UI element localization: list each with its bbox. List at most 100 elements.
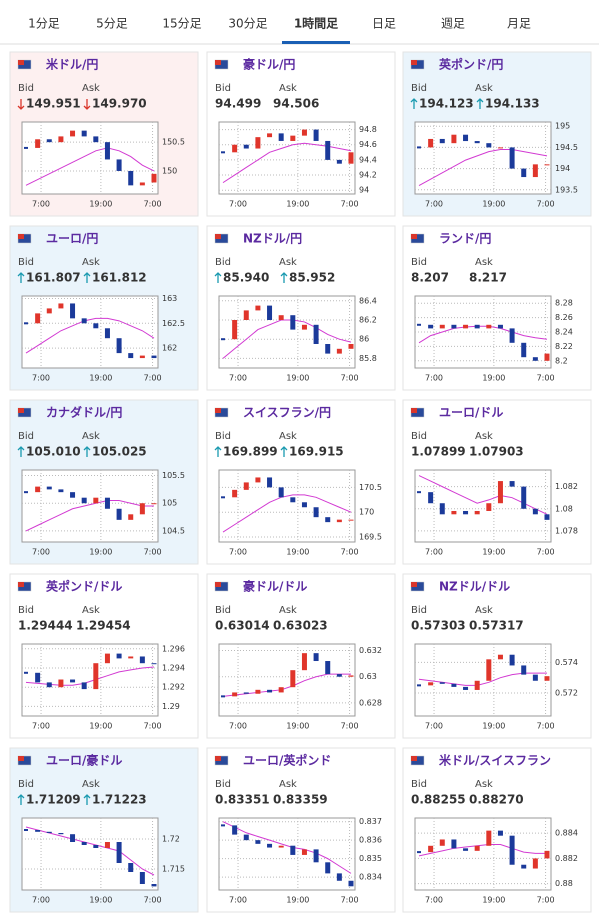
flag-detail bbox=[215, 60, 221, 65]
moving-average bbox=[222, 821, 352, 874]
y-tick-label: 162 bbox=[162, 344, 177, 353]
trend-arrow bbox=[280, 272, 288, 283]
candle bbox=[301, 849, 307, 855]
trend-arrow bbox=[17, 99, 25, 110]
bid-label: Bid bbox=[411, 83, 427, 94]
tab[interactable]: 日足 bbox=[372, 17, 396, 31]
candle bbox=[474, 510, 480, 515]
candle bbox=[544, 164, 550, 166]
bid-label: Bid bbox=[411, 257, 427, 268]
y-tick-label: 170 bbox=[359, 508, 374, 517]
moving-average bbox=[418, 844, 547, 857]
candle bbox=[255, 137, 261, 149]
tab[interactable]: 5分足 bbox=[96, 17, 128, 31]
candle bbox=[232, 144, 238, 153]
ask-value: 169.915 bbox=[289, 445, 344, 459]
bid-label: Bid bbox=[18, 605, 34, 616]
x-tick-label: 19:00 bbox=[89, 722, 112, 731]
tab[interactable]: 月足 bbox=[507, 17, 531, 31]
candle bbox=[439, 682, 445, 684]
chart-frame bbox=[414, 295, 552, 369]
trend-arrow bbox=[83, 794, 91, 805]
candle bbox=[497, 654, 503, 660]
tab[interactable]: 15分足 bbox=[162, 17, 201, 31]
flag-detail bbox=[18, 756, 24, 761]
x-tick-label: 7:00 bbox=[229, 200, 247, 209]
moving-average bbox=[418, 149, 548, 186]
tab[interactable]: 週足 bbox=[441, 17, 465, 31]
y-tick-label: 150 bbox=[162, 166, 177, 175]
x-tick-label: 19:00 bbox=[286, 722, 309, 731]
trend-arrow bbox=[280, 446, 288, 457]
candle bbox=[243, 692, 249, 694]
bid-label: Bid bbox=[18, 83, 34, 94]
x-tick-label: 7:00 bbox=[144, 374, 162, 383]
candle bbox=[267, 477, 273, 488]
ask-label: Ask bbox=[82, 83, 100, 94]
y-tick-label: 8.24 bbox=[555, 328, 573, 337]
tab[interactable]: 1分足 bbox=[28, 17, 60, 31]
candle bbox=[267, 305, 273, 320]
candle bbox=[428, 492, 434, 504]
y-tick-label: 1.294 bbox=[162, 664, 185, 673]
candle bbox=[544, 353, 550, 361]
x-tick-label: 19:00 bbox=[482, 374, 505, 383]
pair-name: ユーロ/英ポンド bbox=[243, 753, 331, 768]
candle bbox=[70, 130, 76, 137]
flag-detail bbox=[18, 234, 24, 239]
y-tick-label: 170.5 bbox=[359, 483, 382, 492]
y-tick-label: 94.4 bbox=[359, 155, 377, 164]
trend-arrow bbox=[410, 98, 418, 109]
flag-detail bbox=[18, 408, 24, 413]
candle bbox=[278, 687, 284, 693]
pair-name: ユーロ/豪ドル bbox=[46, 753, 122, 768]
chart-frame bbox=[218, 817, 356, 891]
chart-frame bbox=[218, 643, 356, 717]
y-tick-label: 1.715 bbox=[162, 865, 185, 874]
candle bbox=[128, 656, 134, 659]
tab[interactable]: 30分足 bbox=[228, 17, 267, 31]
candle bbox=[104, 653, 110, 664]
tab[interactable]: 1時間足 bbox=[294, 16, 338, 31]
candle bbox=[104, 328, 110, 339]
y-tick-label: 0.63 bbox=[359, 672, 377, 681]
ask-value: 1.29454 bbox=[76, 619, 131, 633]
candle bbox=[509, 328, 515, 343]
candle bbox=[313, 653, 319, 662]
candle bbox=[81, 842, 87, 845]
y-tick-label: 94.6 bbox=[359, 140, 377, 149]
y-tick-label: 1.078 bbox=[555, 526, 578, 535]
candle bbox=[139, 503, 145, 515]
candle bbox=[325, 140, 331, 160]
candle bbox=[93, 323, 99, 329]
chart-frame bbox=[21, 643, 159, 717]
x-tick-label: 7:00 bbox=[144, 548, 162, 557]
candle bbox=[58, 679, 64, 688]
candle bbox=[116, 653, 122, 659]
trend-arrow bbox=[17, 446, 25, 457]
candle bbox=[151, 663, 157, 665]
candle bbox=[474, 141, 480, 144]
y-tick-label: 150.5 bbox=[162, 138, 185, 147]
ask-value: 105.025 bbox=[92, 445, 147, 459]
y-tick-label: 8.28 bbox=[555, 299, 573, 308]
candle bbox=[267, 843, 273, 848]
candle bbox=[139, 355, 145, 359]
x-tick-label: 7:00 bbox=[537, 374, 555, 383]
candle bbox=[486, 659, 492, 681]
candle bbox=[81, 682, 87, 690]
candle bbox=[348, 880, 354, 887]
bid-label: Bid bbox=[411, 431, 427, 442]
moving-average bbox=[222, 319, 352, 359]
candle bbox=[58, 489, 64, 493]
y-tick-label: 105.5 bbox=[162, 471, 185, 480]
y-tick-label: 163 bbox=[162, 294, 177, 303]
chart-frame bbox=[218, 121, 356, 195]
candle bbox=[521, 168, 527, 178]
pair-name: 豪ドル/ドル bbox=[243, 579, 307, 594]
y-tick-label: 0.882 bbox=[555, 854, 578, 863]
candle bbox=[463, 686, 469, 690]
candle bbox=[70, 679, 76, 683]
pair-name: 米ドル/円 bbox=[46, 57, 98, 72]
x-tick-label: 7:00 bbox=[341, 548, 359, 557]
